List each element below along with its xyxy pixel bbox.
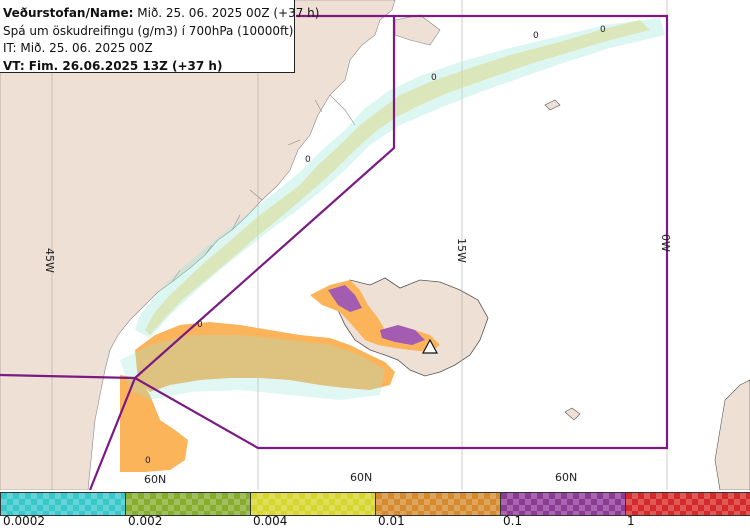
ash-forecast-map: 45W 15W 0W 60N 60N 60N 0 0 0 0 0 0 (0, 0, 750, 490)
contour-label: 0 (431, 73, 437, 83)
legend-swatch (500, 492, 626, 516)
legend-label: 1 (627, 514, 635, 528)
fir-boundary (0, 14, 669, 490)
info-product-description: Spá um öskudreifingu (g/m3) í 700hPa (10… (3, 23, 294, 38)
faroe-islands (564, 407, 581, 421)
iceland-land (334, 277, 489, 377)
contour-label: 0 (600, 25, 606, 35)
contour-label: 0 (197, 320, 203, 330)
lat-label-60n-1: 60N (144, 473, 166, 486)
info-issue-time: IT: Mið. 25. 06. 2025 00Z (3, 41, 153, 55)
lat-label-60n-3: 60N (555, 471, 577, 484)
lon-label-45w: 45W (43, 248, 56, 273)
legend-label: 0.004 (253, 514, 288, 528)
info-valid-time: VT: Fim. 26.06.2025 13Z (+37 h) (3, 58, 223, 73)
legend-swatch (125, 492, 251, 516)
contour-label: 0 (145, 456, 151, 466)
legend-label: 0.1 (503, 514, 523, 528)
jan-mayen (544, 99, 561, 111)
legend-label: 0.01 (378, 514, 405, 528)
legend-swatch (0, 492, 126, 516)
info-name-label: Veðurstofan/Name: (3, 6, 134, 20)
legend-swatch (375, 492, 501, 516)
lon-label-0w: 0W (659, 234, 672, 252)
norway-coast (714, 379, 750, 490)
legend-label: 0.0002 (3, 514, 45, 528)
ash-plume-main (120, 280, 440, 472)
legend-label: 0.002 (128, 514, 163, 528)
lon-label-15w: 15W (455, 238, 468, 263)
legend-swatch (250, 492, 376, 516)
contour-label: 0 (305, 155, 311, 165)
volcano-marker (421, 338, 439, 354)
contour-label: 0 (533, 31, 539, 41)
greenland-fjords (171, 94, 356, 283)
forecast-info-box: Veðurstofan/Name: Mið. 25. 06. 2025 00Z … (0, 0, 319, 73)
legend-swatch (625, 492, 750, 516)
concentration-legend (0, 490, 750, 532)
info-name-value: Mið. 25. 06. 2025 00Z (+37 h) (133, 6, 320, 20)
lat-label-60n-2: 60N (350, 471, 372, 484)
